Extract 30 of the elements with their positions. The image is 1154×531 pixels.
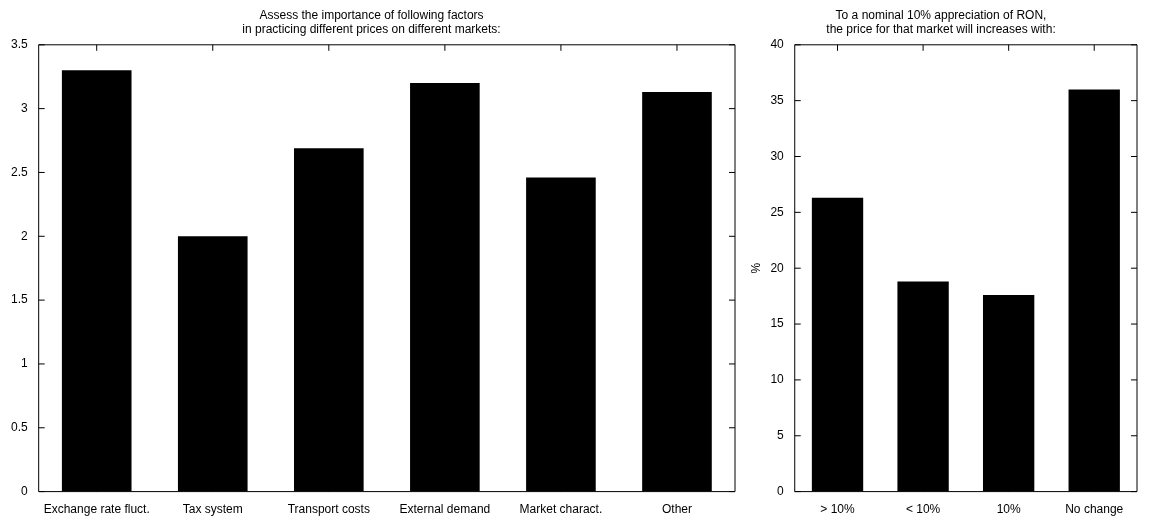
x-tick-label: Market charact.	[519, 502, 603, 517]
x-tick-label: No change	[1065, 502, 1124, 517]
y-tick-label: 15	[770, 316, 785, 331]
y-axis-title: %	[748, 262, 763, 274]
x-tick-label: Other	[661, 502, 692, 517]
x-tick-label: Exchange rate fluct.	[43, 502, 150, 517]
x-tick-label: > 10%	[820, 502, 856, 517]
y-tick-label: 20	[770, 260, 785, 275]
y-tick-label: 30	[770, 148, 785, 163]
x-tick-label: Transport costs	[287, 502, 370, 517]
x-tick-label: < 10%	[905, 502, 941, 517]
y-tick-label: 0.5	[10, 420, 28, 435]
y-tick-label: 3	[20, 100, 28, 115]
x-tick-label: Tax system	[182, 502, 243, 517]
y-tick-label: 0	[777, 483, 785, 498]
y-tick-label: 10	[770, 372, 785, 387]
y-tick-label: 25	[770, 204, 785, 219]
y-tick-label: 5	[777, 428, 785, 443]
x-tick-label: 10%	[996, 502, 1021, 517]
y-tick-label: 2.5	[10, 164, 28, 179]
y-tick-label: 35	[770, 92, 785, 107]
chart-title: Assess the importance of following factors in practicing different prices on different markets:	[242, 7, 501, 36]
y-tick-label: 2	[20, 228, 28, 243]
y-tick-label: 40	[770, 37, 785, 52]
y-tick-label: 3.5	[10, 37, 28, 52]
chart-title: To a nominal 10% appreciation of RON, the price for that market will increases with:	[826, 7, 1056, 36]
y-tick-label: 1.5	[10, 292, 28, 307]
x-tick-label: External demand	[399, 502, 491, 517]
y-tick-label: 1	[20, 356, 28, 371]
y-tick-label: 0	[20, 483, 28, 498]
